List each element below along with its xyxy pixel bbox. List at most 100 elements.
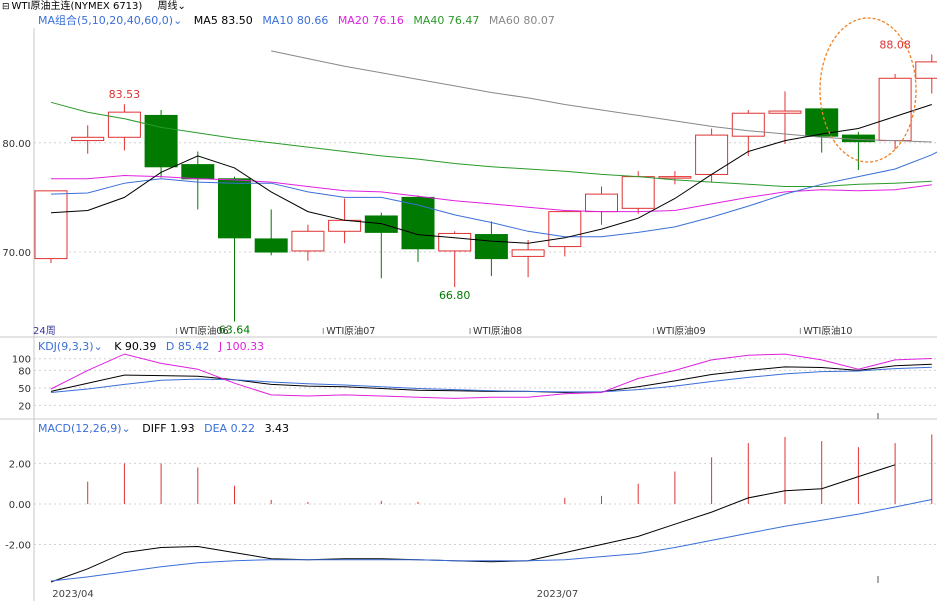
candle [291,224,325,261]
candle-body-up [438,232,472,252]
kdj-k-line [50,363,932,394]
candle-body-down [401,196,435,250]
price-annotation: 63.64 [219,324,251,337]
candle [768,91,802,144]
ma10-line [50,151,937,238]
header-bar: ⊟ WTI原油主连(NYMEX 6713) 周线⌄ [0,0,186,14]
macd-y-tick: 0.00 [9,500,31,511]
candle [511,240,545,278]
candle [107,104,141,151]
price-annotation: 66.80 [439,289,471,302]
candle [915,54,937,94]
contract-label: WTI原油08 [473,325,522,337]
price-y-tick: 70.00 [2,248,31,259]
period-label[interactable]: 周线 [157,1,178,12]
ma20-value: MA20 76.16 [337,14,404,27]
symbol-menu-icon[interactable]: ⊟ [2,2,10,12]
ma40-line [50,101,932,187]
kdj-legend-chevron-icon[interactable]: ⌄ [93,340,103,353]
candle [878,73,912,150]
macd-y-tick: 2.00 [9,459,31,470]
candle-body-up [695,134,729,175]
candle-body-up [291,230,325,252]
price-y-tick: 80.00 [2,139,31,150]
candle-body-down [144,114,178,168]
chevron-down-icon[interactable]: ⌄ [177,1,186,12]
candle-body-up [878,77,912,142]
period-count-label: 24周 [33,325,56,337]
candle [621,171,655,214]
kdj-y-tick: 80 [18,366,31,377]
kdj-legend-name[interactable]: KDJ(9,3,3) [38,340,94,353]
macd-histogram-value: 3.43 [264,422,290,435]
symbol-label[interactable]: WTI原油主连(NYMEX 6713) [11,1,143,12]
kdj-j-line [50,353,932,399]
candle-body-down [254,238,288,253]
candle-body-up [548,211,582,248]
ma20-line [51,174,932,213]
contract-label: WTI原油09 [657,325,706,337]
candle-body-down [218,178,251,239]
ma-legend-name[interactable]: MA组合(5,10,20,40,60,0) [38,14,174,27]
kdj-d-line [50,366,932,393]
period-selector[interactable]: 周线⌄ [158,1,186,12]
ma40-value: MA40 76.47 [413,14,480,27]
candle-body-up [731,112,765,137]
candle-body-up [768,110,802,114]
candle [585,186,618,225]
candle-body-up [915,61,937,79]
candle [731,109,765,156]
contract-label: WTI原油07 [326,325,375,337]
candle-body-up [658,176,692,179]
contract-label: WTI原油06 [179,325,228,337]
ma5-value: MA5 83.50 [193,14,253,27]
date-axis-label: 2023/07 [537,589,579,600]
macd-diff-value: DIFF 1.93 [142,422,195,435]
macd-legend-name[interactable]: MACD(12,26,9) [38,422,122,435]
macd-dea-value: DEA 0.22 [204,422,256,435]
candle [401,195,435,262]
kdj-d-value: D 85.42 [165,340,210,353]
candle [438,231,472,288]
candle-body-up [328,219,362,232]
candle-body-up [621,176,655,209]
price-annotation: 83.53 [109,88,141,101]
macd-dea-line [50,499,932,582]
candle-body-down [474,234,508,260]
candle [144,109,178,178]
candle-body-down [805,108,839,137]
candle [254,209,288,256]
ma10-value: MA10 80.66 [262,14,329,27]
candle [548,210,582,257]
candle [805,108,839,153]
ma60-line [271,50,932,143]
kdj-k-value: K 90.39 [114,340,157,353]
macd-y-tick: -2.00 [5,540,31,551]
candle [34,190,68,263]
kdj-y-tick: 20 [18,401,31,412]
macd-diff-line [50,464,896,583]
ma-legend-chevron-icon[interactable]: ⌄ [173,14,183,27]
candle [474,221,508,277]
candle [181,151,215,210]
kdj-y-tick: 50 [18,384,31,395]
price-annotation: 88.08 [879,38,911,51]
macd-legend-chevron-icon[interactable]: ⌄ [121,422,131,435]
candle-body-up [511,249,545,257]
kdj-legend: KDJ(9,3,3)⌄ K 90.39 D 85.42 J 100.33 [38,340,270,354]
candle [695,128,729,183]
candle-body-up [107,111,141,138]
date-axis-label: 2023/04 [52,589,94,600]
candle [841,131,875,171]
candle [658,171,692,185]
ma5-line [50,104,932,244]
candle-body-up [71,136,105,142]
contract-label: WTI原油10 [803,325,852,337]
ma60-value: MA60 80.07 [488,14,555,27]
macd-legend: MACD(12,26,9)⌄ DIFF 1.93 DEA 0.22 3.43 [38,422,295,436]
candle-body-down [364,215,398,233]
candle-body-up [34,190,68,260]
highlight-ellipse [819,17,917,163]
